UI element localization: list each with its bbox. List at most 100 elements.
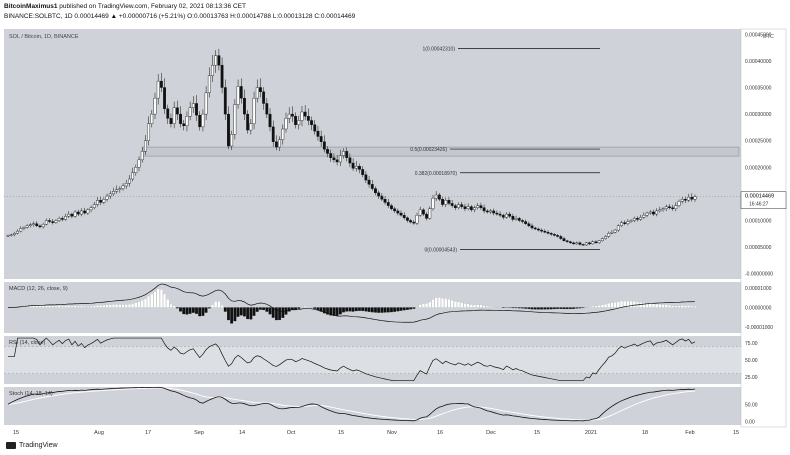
candle-body [319, 136, 323, 142]
candle-body [290, 113, 294, 117]
macd-histogram-bar [476, 304, 480, 308]
candle-body [584, 242, 588, 246]
macd-histogram-bar [265, 307, 269, 312]
time-tick-label: Feb [685, 430, 694, 436]
macd-histogram-bar [102, 305, 106, 308]
candle-body [565, 240, 569, 242]
candle-body [390, 205, 393, 209]
fib-level-label: 0.5(0.00023426) [410, 147, 447, 153]
macd-histogram-bar [73, 305, 77, 308]
candle-body [156, 80, 160, 99]
candle-body [508, 213, 512, 217]
candle-body [383, 199, 387, 203]
tradingview-brand[interactable]: TradingView [6, 442, 58, 449]
macd-histogram-bar [517, 307, 521, 309]
publish-date: published on TradingView.com, February 0… [59, 3, 246, 10]
macd-histogram-bar [572, 307, 575, 309]
macd-histogram-bar [96, 305, 99, 308]
macd-histogram-bar [134, 302, 138, 308]
candle-body [147, 123, 150, 141]
candle-body [140, 151, 144, 161]
macd-histogram-bar [668, 305, 671, 308]
macd-histogram-bar [319, 307, 323, 312]
macd-histogram-bar [41, 305, 45, 308]
candle-body [230, 134, 234, 147]
candle-body [620, 222, 623, 227]
macd-histogram-bar [629, 301, 633, 308]
candle-body [629, 220, 633, 222]
candle-body [294, 116, 297, 125]
price-tick-label: 0.00045000 [745, 32, 772, 38]
macd-histogram-bar [345, 307, 349, 312]
candle-body [9, 234, 13, 236]
macd-histogram-bar [188, 307, 192, 314]
macd-histogram-bar [175, 307, 179, 309]
macd-histogram-bar [281, 307, 285, 318]
macd-histogram-bar [466, 303, 470, 308]
macd-histogram-bar [150, 293, 154, 308]
macd-histogram-bar [198, 307, 202, 317]
macd-histogram-bar [453, 301, 457, 308]
candle-body [220, 64, 224, 88]
macd-histogram-bar [204, 307, 208, 313]
macd-histogram-bar [112, 304, 115, 308]
macd-histogram-bar [271, 307, 275, 318]
candle-body [489, 210, 492, 213]
macd-histogram-bar [297, 307, 301, 309]
macd-histogram-bar [182, 307, 186, 315]
fib-level-label: 0.382(0.00018970) [415, 171, 458, 177]
macd-histogram-bar [367, 307, 371, 312]
candle-body [89, 207, 93, 211]
rsi-tick-label: 75.00 [745, 341, 758, 347]
candle-body [680, 199, 684, 202]
candle-body [450, 203, 454, 206]
candle-body [41, 224, 45, 228]
candle-body [297, 120, 301, 125]
candle-body [469, 206, 473, 211]
candle-body [236, 86, 240, 105]
candle-body [521, 220, 524, 222]
candle-body [281, 128, 285, 140]
candle-body [345, 151, 349, 158]
candle-body [150, 113, 154, 124]
candle-body [460, 204, 464, 207]
candle-body [175, 107, 179, 115]
macd-histogram-bar [214, 301, 218, 308]
macd-histogram-bar [652, 303, 655, 308]
candle-body [44, 220, 48, 225]
fib-level-label: 1(0.00042310) [422, 47, 455, 53]
macd-label: MACD (12, 26, close, 9) [9, 286, 68, 292]
macd-histogram-bar [92, 305, 96, 308]
macd-histogram-bar [390, 307, 393, 313]
candle-body [6, 235, 10, 237]
macd-histogram-bar [380, 307, 384, 313]
author-name[interactable]: BitcoinMaximus1 [4, 3, 58, 10]
candle-body [693, 196, 697, 200]
time-tick-label: Nov [387, 430, 397, 436]
candle-body [76, 211, 80, 215]
candle-body [661, 208, 665, 211]
macd-histogram-bar [172, 305, 176, 308]
time-tick-label: 14 [239, 430, 245, 436]
candle-body [124, 183, 128, 187]
candle-body [406, 217, 409, 221]
macd-histogram-bar [332, 307, 336, 316]
macd-histogram-bar [533, 307, 537, 310]
macd-histogram-bar [591, 306, 595, 308]
candle-body [687, 196, 691, 201]
macd-histogram-bar [412, 307, 416, 309]
candle-body [524, 221, 528, 224]
candle-body [540, 229, 544, 232]
macd-histogram-bar [546, 307, 550, 310]
macd-histogram-bar [386, 307, 390, 313]
macd-histogram-bar [287, 307, 291, 312]
candle-body [447, 200, 451, 204]
candle-body [562, 238, 566, 241]
candle-body [370, 184, 374, 189]
macd-histogram-bar [28, 304, 32, 308]
candle-body [310, 120, 313, 125]
macd-histogram-bar [220, 305, 224, 308]
candle-body [645, 212, 649, 216]
candle-body [86, 209, 90, 214]
